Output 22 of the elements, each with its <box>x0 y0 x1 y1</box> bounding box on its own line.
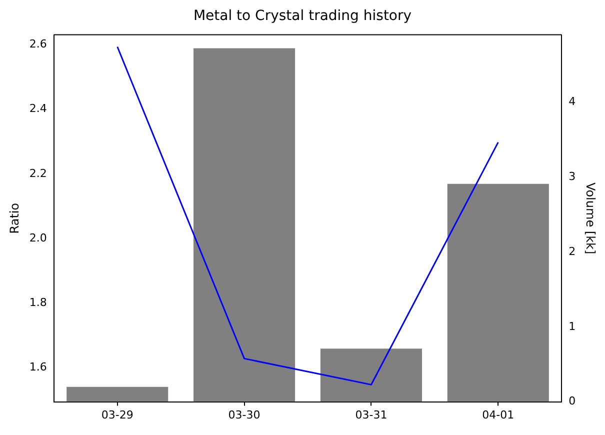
y2-tick-label: 0 <box>568 394 576 408</box>
y-axis-title: Ratio <box>7 202 22 234</box>
y2-tick-label: 2 <box>568 244 576 258</box>
bar <box>320 348 422 402</box>
y-tick-label: 1.6 <box>29 360 47 374</box>
y2-axis-title: Volume [kk] <box>584 182 598 254</box>
bar <box>66 386 168 402</box>
y-tick-label: 2.2 <box>29 166 47 180</box>
y2-tick-label: 3 <box>568 170 576 183</box>
x-tick-label: 04-01 <box>482 408 514 422</box>
y-tick-label: 2.4 <box>29 102 47 116</box>
y2-tick-label: 1 <box>568 320 576 333</box>
x-tick-label: 03-31 <box>355 408 388 422</box>
y2-tick-label: 4 <box>568 95 576 108</box>
y-tick-label: 2.0 <box>29 231 47 244</box>
y-tick-label: 2.6 <box>29 38 47 51</box>
y-tick-label: 1.8 <box>29 296 47 309</box>
x-tick-label: 03-29 <box>101 408 134 422</box>
bar <box>194 48 296 402</box>
chart-title: Metal to Crystal trading history <box>193 8 412 24</box>
bar <box>447 184 549 402</box>
x-tick-label: 03-30 <box>228 408 260 422</box>
